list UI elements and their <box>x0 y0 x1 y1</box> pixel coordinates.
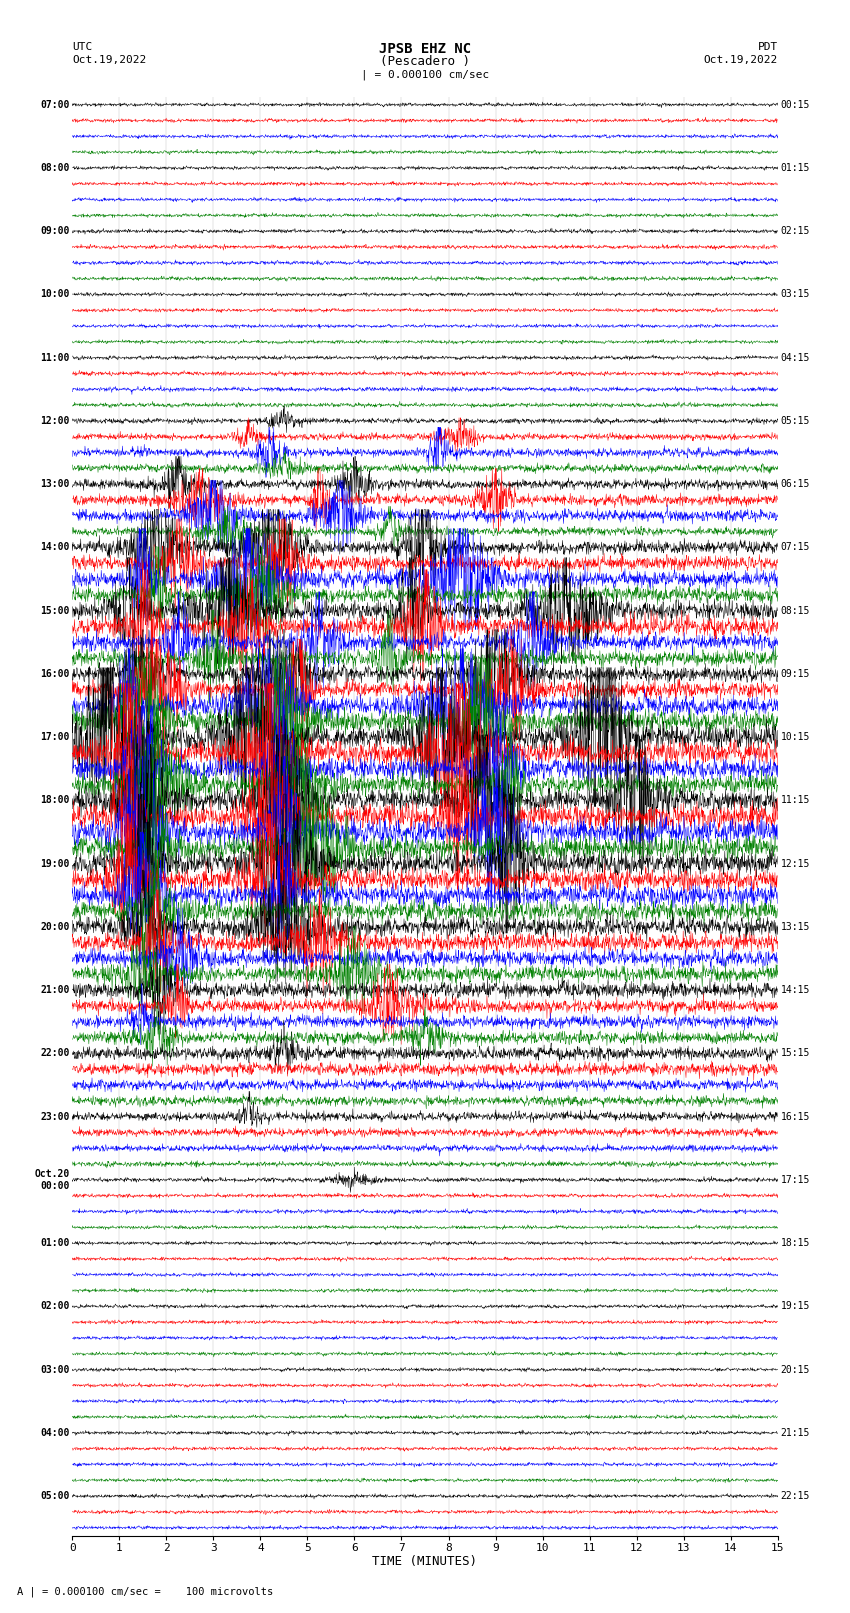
Text: 01:15: 01:15 <box>780 163 810 173</box>
Text: 12:15: 12:15 <box>780 858 810 869</box>
Text: 04:00: 04:00 <box>40 1428 70 1437</box>
Text: JPSB EHZ NC: JPSB EHZ NC <box>379 42 471 56</box>
Text: 14:00: 14:00 <box>40 542 70 552</box>
Text: 17:15: 17:15 <box>780 1174 810 1186</box>
Text: 03:00: 03:00 <box>40 1365 70 1374</box>
Text: 06:15: 06:15 <box>780 479 810 489</box>
Text: 02:15: 02:15 <box>780 226 810 235</box>
Text: 07:00: 07:00 <box>40 100 70 110</box>
Text: 13:15: 13:15 <box>780 923 810 932</box>
Text: | = 0.000100 cm/sec: | = 0.000100 cm/sec <box>361 69 489 81</box>
Text: 14:15: 14:15 <box>780 986 810 995</box>
Text: 17:00: 17:00 <box>40 732 70 742</box>
Text: 07:15: 07:15 <box>780 542 810 552</box>
Text: 10:15: 10:15 <box>780 732 810 742</box>
Text: (Pescadero ): (Pescadero ) <box>380 55 470 68</box>
Text: 22:00: 22:00 <box>40 1048 70 1058</box>
Text: 13:00: 13:00 <box>40 479 70 489</box>
Text: 09:00: 09:00 <box>40 226 70 235</box>
Text: 15:15: 15:15 <box>780 1048 810 1058</box>
Text: 08:00: 08:00 <box>40 163 70 173</box>
Text: 22:15: 22:15 <box>780 1490 810 1502</box>
Text: 00:15: 00:15 <box>780 100 810 110</box>
Text: 19:00: 19:00 <box>40 858 70 869</box>
Text: 12:00: 12:00 <box>40 416 70 426</box>
Text: PDT: PDT <box>757 42 778 52</box>
Text: 05:00: 05:00 <box>40 1490 70 1502</box>
Text: 23:00: 23:00 <box>40 1111 70 1121</box>
Text: 18:15: 18:15 <box>780 1239 810 1248</box>
Text: 10:00: 10:00 <box>40 289 70 300</box>
Text: 11:00: 11:00 <box>40 353 70 363</box>
Text: 09:15: 09:15 <box>780 669 810 679</box>
Text: 04:15: 04:15 <box>780 353 810 363</box>
Text: 05:15: 05:15 <box>780 416 810 426</box>
Text: 02:00: 02:00 <box>40 1302 70 1311</box>
Text: 20:15: 20:15 <box>780 1365 810 1374</box>
Text: 18:00: 18:00 <box>40 795 70 805</box>
Text: 16:00: 16:00 <box>40 669 70 679</box>
Text: 03:15: 03:15 <box>780 289 810 300</box>
Text: 11:15: 11:15 <box>780 795 810 805</box>
Text: 20:00: 20:00 <box>40 923 70 932</box>
Text: A | = 0.000100 cm/sec =    100 microvolts: A | = 0.000100 cm/sec = 100 microvolts <box>17 1586 273 1597</box>
Text: 01:00: 01:00 <box>40 1239 70 1248</box>
Text: 19:15: 19:15 <box>780 1302 810 1311</box>
Text: 08:15: 08:15 <box>780 605 810 616</box>
X-axis label: TIME (MINUTES): TIME (MINUTES) <box>372 1555 478 1568</box>
Text: 21:15: 21:15 <box>780 1428 810 1437</box>
Text: 21:00: 21:00 <box>40 986 70 995</box>
Text: 15:00: 15:00 <box>40 605 70 616</box>
Text: Oct.19,2022: Oct.19,2022 <box>72 55 146 65</box>
Text: UTC: UTC <box>72 42 93 52</box>
Text: Oct.20
00:00: Oct.20 00:00 <box>34 1169 70 1190</box>
Text: Oct.19,2022: Oct.19,2022 <box>704 55 778 65</box>
Text: 16:15: 16:15 <box>780 1111 810 1121</box>
